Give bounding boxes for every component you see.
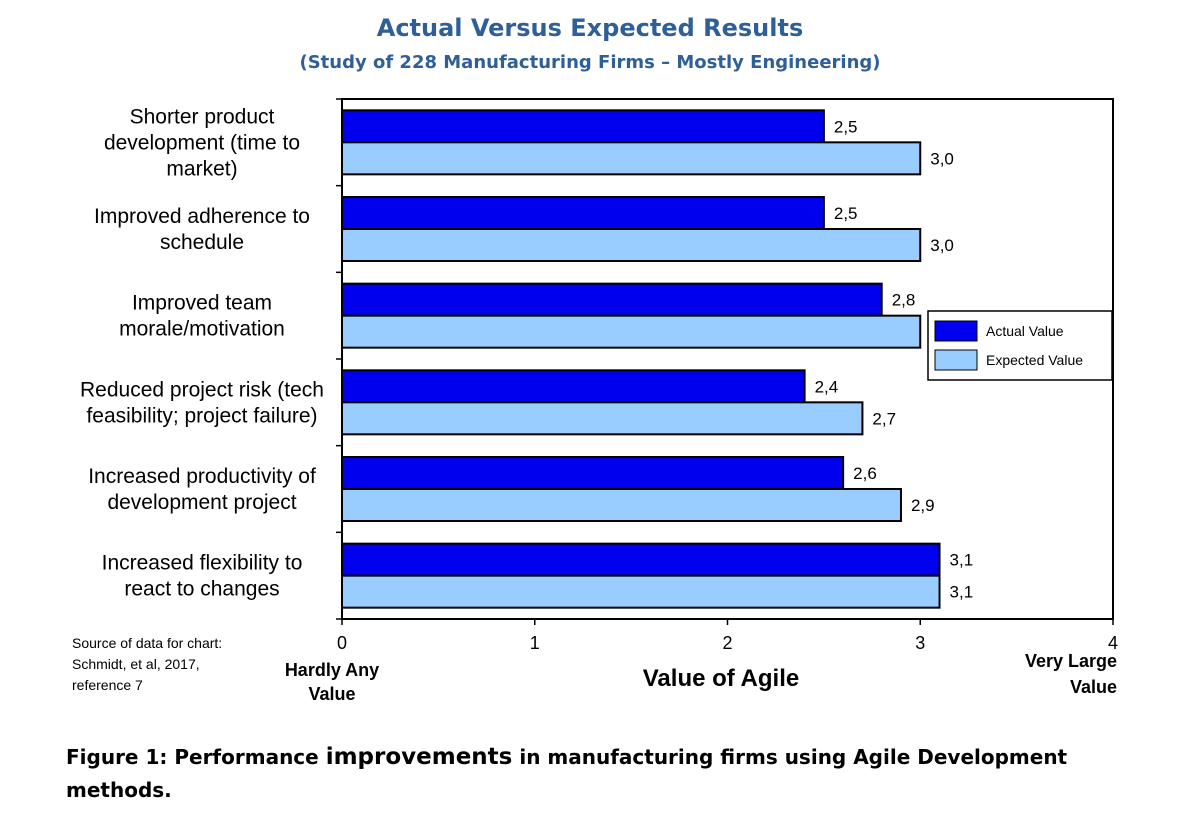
bar-expected-5 xyxy=(341,574,941,609)
bar-expected-2 xyxy=(341,314,922,349)
chart: Actual Versus Expected Results (Study of… xyxy=(72,14,1118,704)
caption-part-1: Figure 1: Performance xyxy=(66,745,326,769)
x-end-right-line-1: Very Large xyxy=(1025,651,1117,671)
x-axis-title: Value of Agile xyxy=(643,665,799,692)
bar-actual-5 xyxy=(341,542,941,577)
data-labels: 2,53,02,53,02,83,02,42,72,62,93,13,1 xyxy=(815,117,974,601)
bar-expected-1 xyxy=(341,228,922,262)
data-label-actual-5: 3,1 xyxy=(950,551,974,570)
bar-actual-4 xyxy=(341,456,845,490)
chart-subtitle: (Study of 228 Manufacturing Firms – Most… xyxy=(299,52,880,73)
data-label-actual-0: 2,5 xyxy=(834,117,858,136)
bar-expected-4 xyxy=(341,488,902,522)
bars xyxy=(341,109,941,609)
bar-expected-3 xyxy=(341,401,864,436)
category-label-4: Increased productivity of development pro… xyxy=(88,465,316,514)
category-label-2: Improved team morale/motivation xyxy=(119,292,285,341)
bar-expected-0 xyxy=(341,141,922,176)
category-label-3: Reduced project risk (tech feasibility; p… xyxy=(80,378,324,427)
legend-swatch-expected xyxy=(934,349,978,371)
data-label-expected-1: 3,0 xyxy=(930,236,954,255)
bar-actual-3 xyxy=(341,369,806,404)
source-line-3: reference 7 xyxy=(72,677,143,693)
x-tick-label-0: 0 xyxy=(337,633,347,653)
chart-title: Actual Versus Expected Results xyxy=(377,14,803,42)
data-label-expected-3: 2,7 xyxy=(872,409,896,428)
figure-caption: Figure 1: Performance improvements in ma… xyxy=(66,741,1126,807)
legend-label-expected: Expected Value xyxy=(986,352,1083,368)
x-axis-ticks: 0 1 2 3 4 xyxy=(337,619,1118,653)
category-labels: Shorter product development (time to marke… xyxy=(80,105,324,600)
category-label-0: Shorter product development (time to marke… xyxy=(104,105,300,180)
category-tick-marks xyxy=(336,98,342,620)
bar-actual-2 xyxy=(341,282,883,317)
x-end-left-line-1: Hardly Any xyxy=(285,660,379,680)
bar-actual-1 xyxy=(341,196,825,230)
data-label-expected-0: 3,0 xyxy=(930,149,954,168)
category-label-1: Improved adherence to schedule xyxy=(94,205,310,254)
data-label-actual-4: 2,6 xyxy=(853,464,877,483)
caption-emphasis: improvements xyxy=(325,744,513,770)
data-label-actual-2: 2,8 xyxy=(892,291,916,310)
data-label-actual-1: 2,5 xyxy=(834,204,858,223)
x-tick-label-4: 4 xyxy=(1108,633,1118,653)
source-note: Source of data for chart: Schmidt, et al… xyxy=(72,635,222,693)
x-tick-label-1: 1 xyxy=(530,633,540,653)
bar-actual-0 xyxy=(341,109,825,144)
x-end-left-line-2: Value xyxy=(308,684,355,704)
x-axis-left-end-label: Hardly Any Value xyxy=(285,660,379,704)
x-tick-label-2: 2 xyxy=(722,633,732,653)
legend: Actual Value Expected Value xyxy=(927,310,1113,381)
x-end-right-line-2: Value xyxy=(1070,677,1117,697)
x-axis-right-end-label: Very Large Value xyxy=(1025,651,1117,697)
caption-part-3: in manufacturing firms using Agile Devel… xyxy=(66,745,1068,802)
source-line-1: Source of data for chart: xyxy=(72,635,222,651)
data-label-expected-4: 2,9 xyxy=(911,496,935,515)
legend-swatch-actual xyxy=(934,320,978,342)
legend-label-actual: Actual Value xyxy=(986,323,1064,339)
data-label-expected-5: 3,1 xyxy=(950,583,974,602)
data-label-actual-3: 2,4 xyxy=(815,377,839,396)
source-line-2: Schmidt, et al, 2017, xyxy=(72,656,200,672)
category-label-5: Increased flexibility to react to changes xyxy=(102,552,303,601)
x-tick-label-3: 3 xyxy=(915,633,925,653)
